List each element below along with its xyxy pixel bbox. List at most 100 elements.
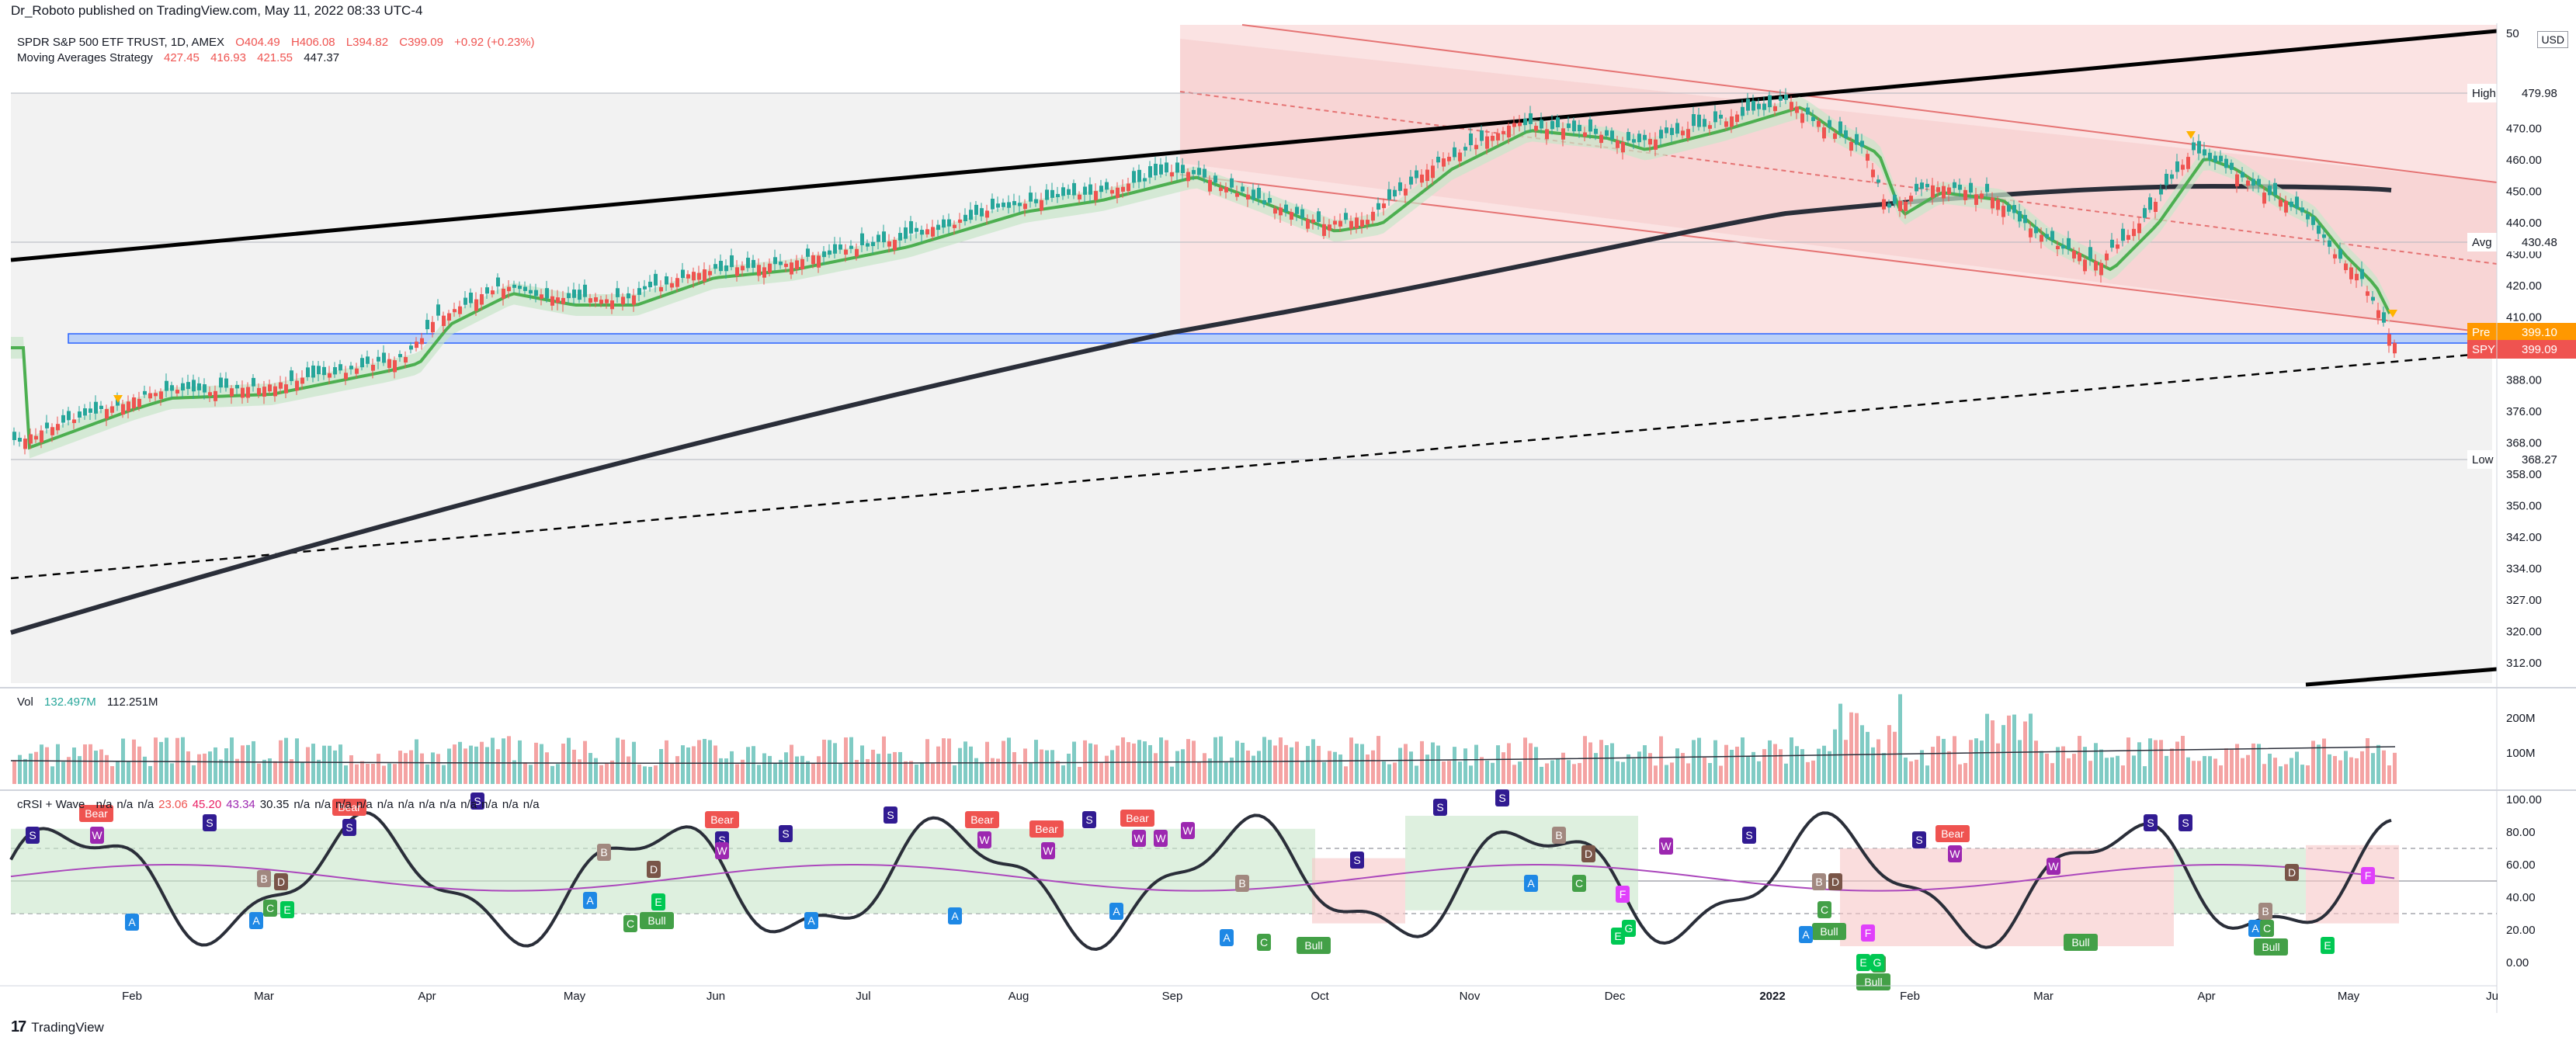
wave-marker: W <box>1134 832 1144 845</box>
volume-legend[interactable]: Vol 132.497M 112.251M <box>17 695 166 709</box>
candle <box>806 248 810 257</box>
pre-label: Pre <box>2472 326 2490 339</box>
volume-bar <box>920 762 924 784</box>
volume-bar <box>425 764 429 784</box>
volume-bar <box>181 737 185 784</box>
candle <box>246 387 250 398</box>
volume-bar <box>2284 764 2288 784</box>
crsi-tick-label: 40.00 <box>2506 891 2536 904</box>
crsi-legend-value: n/a <box>398 798 415 811</box>
volume-bar <box>2360 751 2364 784</box>
candle <box>447 313 451 321</box>
volume-bar <box>1023 748 1027 784</box>
candle <box>1838 121 1842 134</box>
candle <box>2067 238 2071 249</box>
candle <box>1963 189 1967 200</box>
candle <box>1056 193 1060 198</box>
candle <box>2230 162 2234 170</box>
volume-tick-label: 100M <box>2506 747 2536 760</box>
volume-bar <box>355 764 359 784</box>
candle <box>317 366 321 375</box>
volume-bar <box>2338 760 2342 784</box>
volume-bar <box>344 765 348 784</box>
volume-bar <box>1757 761 1761 784</box>
candle <box>1947 187 1951 195</box>
volume-bar <box>1235 741 1239 784</box>
candle <box>257 387 261 395</box>
candle <box>2295 196 2299 209</box>
volume-bar <box>1550 760 1554 784</box>
wave-marker-bg <box>948 907 962 924</box>
volume-bar <box>2121 765 2125 784</box>
strategy-value-1: 427.45 <box>164 51 200 64</box>
volume-bar <box>2175 741 2179 784</box>
currency-label[interactable]: USD <box>2537 31 2568 48</box>
candle <box>507 286 511 292</box>
candle <box>1224 186 1228 192</box>
symbol-legend[interactable]: SPDR S&P 500 ETF TRUST, 1D, AMEX O404.49… <box>17 36 543 49</box>
candle <box>1235 192 1239 197</box>
volume-bar <box>317 759 321 784</box>
candle <box>1811 116 1815 121</box>
candle <box>89 408 92 413</box>
candle <box>1425 169 1429 182</box>
volume-bar <box>2072 754 2076 784</box>
volume-bar <box>1224 762 1228 784</box>
volume-bar <box>1626 754 1630 784</box>
candle <box>1588 119 1592 132</box>
crsi-legend[interactable]: cRSI + Wave n/a n/a n/a 23.06 45.20 43.34 30.3… <box>17 798 544 811</box>
candle <box>844 249 848 255</box>
wave-marker-bg <box>1817 901 1831 918</box>
volume-bar <box>393 764 397 784</box>
candle <box>915 227 918 232</box>
candle <box>94 401 98 414</box>
candle <box>2034 227 2038 234</box>
candle <box>273 386 277 397</box>
volume-bar <box>1741 737 1745 784</box>
bear-channel <box>1180 39 2497 334</box>
volume-bar <box>1203 753 1206 784</box>
volume-bar <box>2110 757 2114 784</box>
candle <box>2012 205 2016 213</box>
candle <box>1572 120 1576 132</box>
volume-bar <box>1208 758 1212 784</box>
candle <box>1741 106 1745 116</box>
volume-bar <box>909 761 913 784</box>
bull-marker-bg <box>2064 934 2098 951</box>
volume-bar <box>382 765 386 784</box>
volume-bar <box>186 751 190 784</box>
candle <box>2322 234 2326 238</box>
volume-bar <box>588 753 592 784</box>
bull-marker: Bull <box>2262 941 2279 953</box>
volume-bar <box>2088 761 2092 784</box>
candle <box>1409 176 1413 185</box>
volume-bar <box>1425 754 1429 784</box>
time-tick-label: Nov <box>1460 990 1481 1003</box>
volume-bar <box>1828 751 1831 784</box>
volume-bar <box>1360 744 1364 784</box>
crsi-bull-band <box>1405 816 1638 910</box>
volume-bar <box>1219 736 1223 784</box>
volume-bar <box>127 761 130 784</box>
volume-bar <box>648 766 652 784</box>
time-tick-label: Feb <box>1900 990 1920 1003</box>
volume-bar <box>230 737 234 784</box>
volume-bar <box>773 763 777 784</box>
volume-bar <box>1817 748 1821 784</box>
candle <box>1175 162 1179 173</box>
wave-marker-bg <box>1856 954 1870 971</box>
candle <box>942 219 946 228</box>
strategy-legend[interactable]: Moving Averages Strategy 427.45 416.93 4… <box>17 51 347 64</box>
volume-bar <box>2241 758 2244 784</box>
crsi-legend-value: n/a <box>481 798 498 811</box>
wave-marker-bg <box>1350 852 1364 869</box>
time-tick-label: May <box>564 990 586 1003</box>
candle <box>1616 140 1620 148</box>
candle <box>148 393 152 399</box>
candle <box>1675 123 1679 134</box>
volume-bar <box>887 753 891 784</box>
volume-bar <box>1338 754 1342 784</box>
wave-marker-bg <box>280 901 294 918</box>
volume-bar <box>1518 761 1522 784</box>
